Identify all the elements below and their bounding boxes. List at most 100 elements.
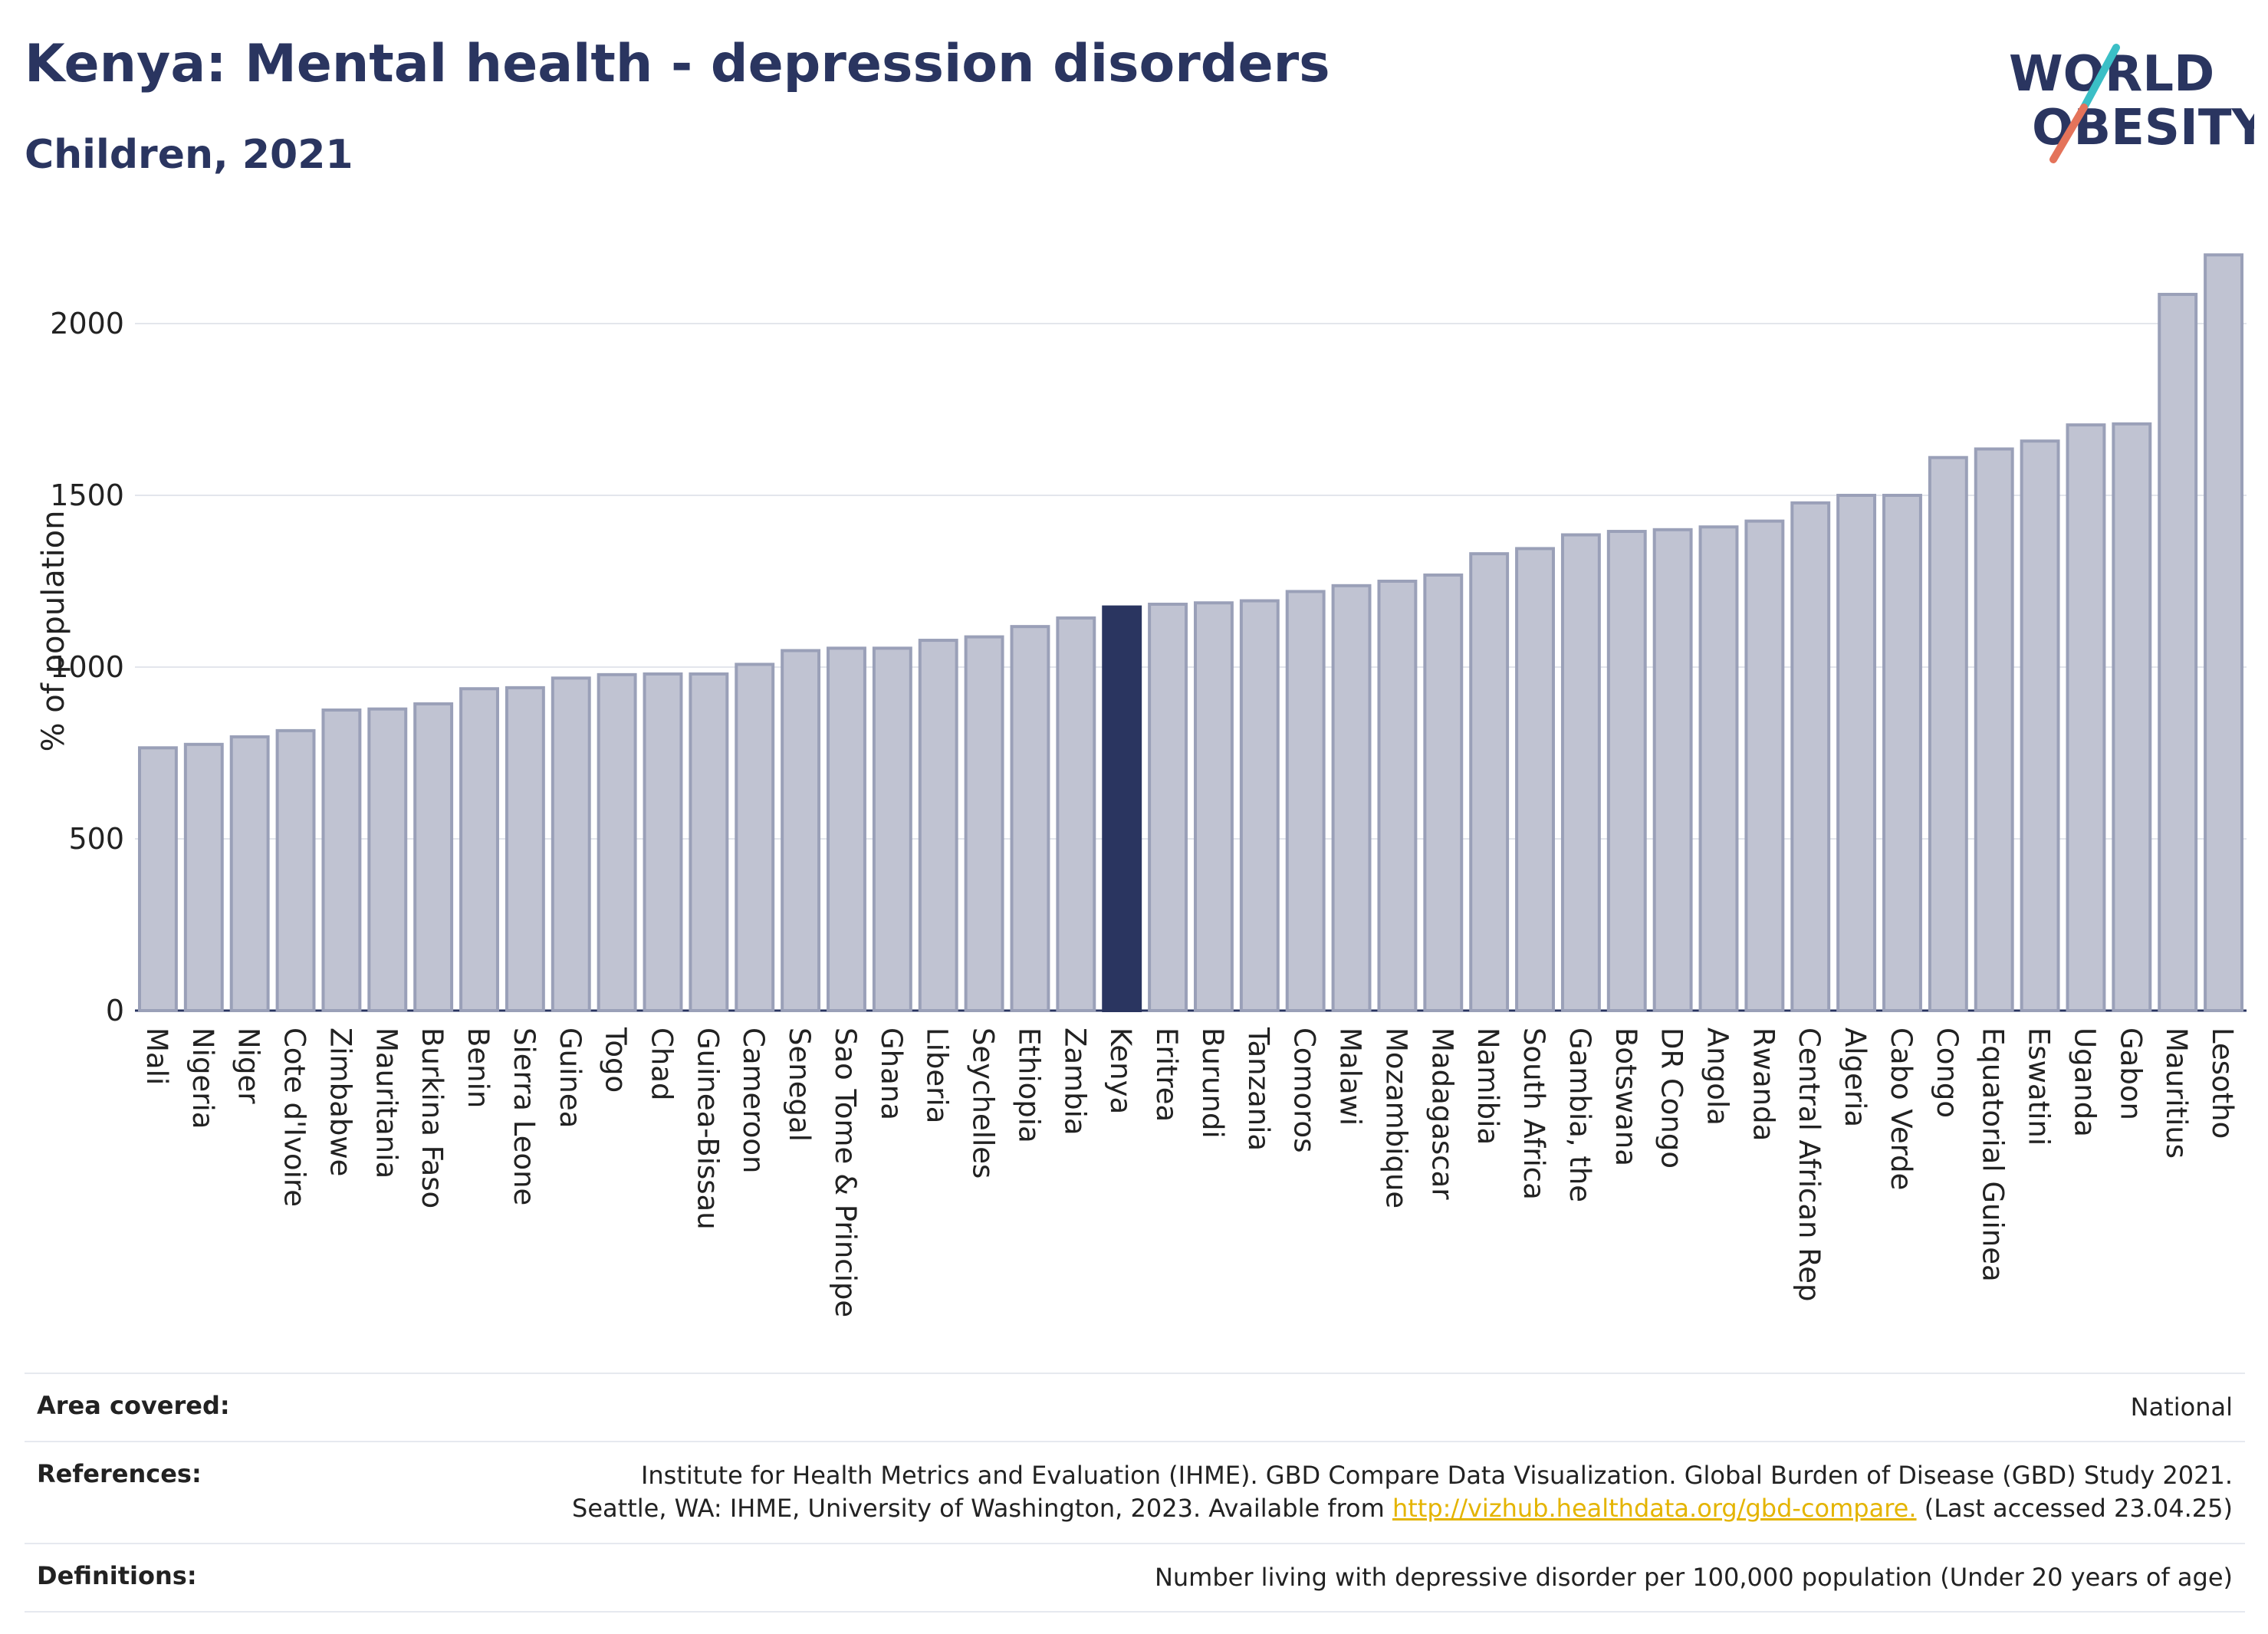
bar [1148,603,1188,1012]
bar [2066,423,2106,1013]
bar [597,672,637,1013]
definitions-value: Number living with depressive disorder p… [1154,1562,2233,1592]
logo-text-obesity: OBESITY [2032,100,2254,156]
bar [689,672,729,1013]
x-tick-label: Mauritius [2160,1027,2193,1159]
x-tick-label: Lesotho [2206,1027,2239,1139]
x-tick-label: South Africa [1517,1027,1550,1200]
x-tick-label: Madagascar [1425,1027,1458,1200]
bar [1010,625,1050,1012]
x-tick-label: Algeria [1839,1027,1872,1127]
bar [735,662,775,1013]
world-obesity-logo: WORLD OBESITY [2009,44,2254,163]
x-tick-label: Sierra Leone [508,1027,541,1205]
bar [781,649,821,1012]
references-link[interactable]: http://vizhub.healthdata.org/gbd-compare… [1392,1494,1917,1524]
bar [964,635,1004,1012]
bar [1469,552,1510,1013]
bar [1928,455,1968,1013]
x-tick-label: Ghana [875,1027,908,1120]
bar [505,685,545,1012]
page-subtitle: Children, 2021 [25,132,353,178]
bar [1193,601,1234,1012]
x-tick-label: Nigeria [186,1027,219,1129]
x-tick-label: Chad [646,1027,679,1100]
x-tick-label: Namibia [1471,1027,1504,1145]
x-tick-label: Burkina Faso [416,1027,449,1208]
meta-row-definitions: Definitions: Number living with depressi… [25,1542,2245,1613]
bar [1515,547,1555,1012]
bar [1652,528,1693,1012]
x-tick-label: Comoros [1288,1027,1321,1152]
x-tick-label: Eswatini [2023,1027,2056,1146]
x-tick-label: Angola [1701,1027,1734,1126]
references-line2-pre: Seattle, WA: IHME, University of Washing… [572,1494,1392,1524]
x-tick-label: Togo [600,1027,633,1093]
bar [229,735,270,1012]
references-line2-post: (Last accessed 23.04.25) [1916,1494,2233,1524]
bar [2204,253,2244,1012]
area-value: National [2130,1392,2233,1422]
bar [2112,422,2152,1013]
x-tick-label: Seychelles [967,1027,1000,1179]
logo-slash-bottom [2049,104,2088,163]
x-tick-label: Sao Tome & Principe [829,1027,862,1317]
bar [321,709,362,1012]
bar [1560,533,1601,1012]
bar-highlight-kenya [1102,605,1142,1012]
y-tick-label: 2000 [50,307,124,340]
bar [1790,501,1831,1012]
x-tick-label: Liberia [921,1027,954,1123]
x-tick-label: Botswana [1609,1027,1642,1166]
x-tick-label: Zambia [1058,1027,1091,1136]
x-tick-label: Senegal [783,1027,816,1142]
references-value: Institute for Health Metrics and Evaluat… [572,1459,2233,1525]
x-tick-label: Burundi [1196,1027,1229,1139]
x-tick-label: Rwanda [1747,1027,1780,1141]
bar [1836,494,1877,1012]
x-tick-label: Ethiopia [1012,1027,1045,1143]
bar [827,646,866,1012]
bar [551,676,591,1012]
x-tick-label: Tanzania [1242,1027,1275,1151]
x-tick-label: Malawi [1334,1027,1367,1126]
bar [459,687,499,1012]
bar [872,646,912,1012]
y-tick-label: 0 [106,994,124,1027]
bar [1377,580,1418,1012]
references-label: References: [37,1459,202,1489]
page-title: Kenya: Mental health - depression disord… [25,34,1330,94]
y-tick-label: 1000 [50,650,124,684]
bar [2158,292,2198,1013]
bar [367,707,408,1012]
definitions-label: Definitions: [37,1560,197,1590]
x-tick-label: DR Congo [1655,1027,1688,1169]
x-tick-label: Gambia, the [1563,1027,1596,1202]
x-tick-label: Guinea-Bissau [691,1027,724,1230]
x-tick-label: Zimbabwe [324,1027,357,1176]
bar [1882,494,1922,1012]
x-tick-label: Mozambique [1379,1027,1412,1208]
x-tick-label: Guinea [554,1027,587,1128]
y-tick-label: 1500 [50,478,124,512]
bar [918,639,958,1013]
x-tick-label: Gabon [2114,1027,2147,1120]
bar [1056,616,1096,1012]
area-label: Area covered: [37,1391,230,1420]
x-tick-label: Cameroon [737,1027,770,1173]
bar [275,728,316,1012]
x-tick-label: Kenya [1104,1027,1137,1114]
bar [137,746,178,1013]
bar [1698,525,1739,1012]
logo-slash-top [2080,44,2120,111]
meta-row-references: References: Institute for Health Metrics… [25,1441,2245,1542]
bar [183,742,224,1012]
bar [1974,447,2014,1012]
bar [1744,519,1785,1013]
x-tick-label: Central African Rep [1793,1027,1826,1302]
x-tick-label: Mali [140,1027,173,1085]
bar [413,702,454,1012]
x-tick-label: Mauritania [370,1027,403,1179]
x-tick-label: Niger [232,1027,265,1104]
bar [1423,573,1464,1013]
